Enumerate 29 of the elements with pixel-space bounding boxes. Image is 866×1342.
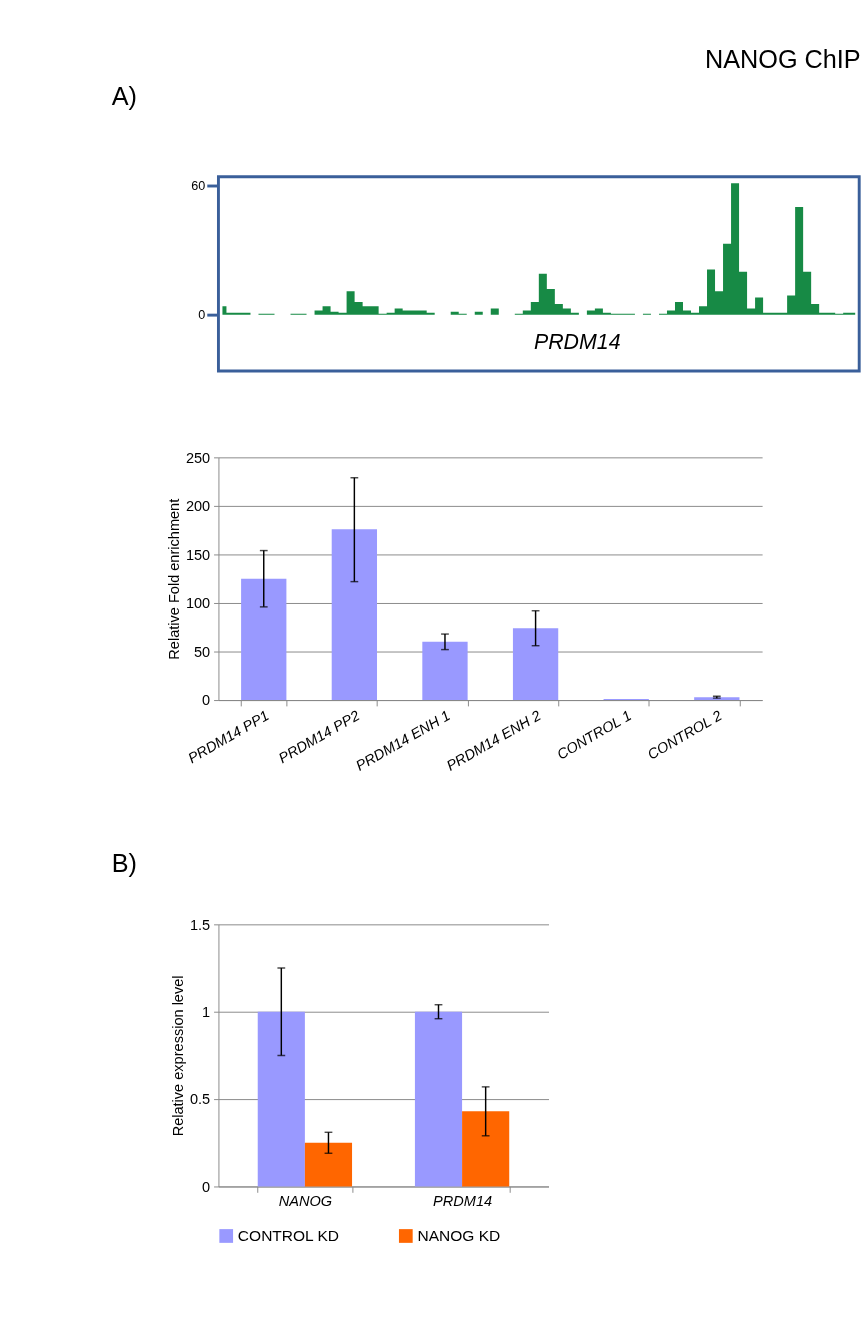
y-tick-label: 250 [185,449,211,466]
y-tick-label: 150 [185,546,211,563]
chart-title: NANOG ChIP [705,45,861,74]
y-tick-label: 50 [194,643,211,660]
legend-label: NANOG KD [417,1226,501,1244]
y-tick-label: 1.5 [189,916,211,933]
x-tick-label: NANOG [278,1193,333,1210]
bar [512,628,559,701]
bar [241,578,287,701]
y-tick-label: 200 [185,498,211,515]
y-tick-label: 1 [202,1004,211,1021]
y-tick-label: 0 [202,692,211,709]
bar [422,641,468,701]
y-tick-label: 100 [185,595,211,612]
legend-label: CONTROL KD [237,1226,340,1244]
y-tick-label: 0 [198,308,206,323]
bar [414,1011,463,1187]
y-tick-label: 60 [191,178,206,193]
text: B) [111,848,137,877]
y-tick-label: 0.5 [189,1091,211,1108]
y-tick-label: 0 [202,1178,211,1195]
y-axis-title: Relative Fold enrichment [166,498,183,660]
bar [257,1011,305,1187]
y-axis-title: Relative expression level [170,975,187,1137]
bar [304,1142,353,1187]
text: A) [111,81,137,110]
bar [331,529,378,701]
annotation: PRDM14 [533,329,621,354]
bar [462,1111,510,1187]
